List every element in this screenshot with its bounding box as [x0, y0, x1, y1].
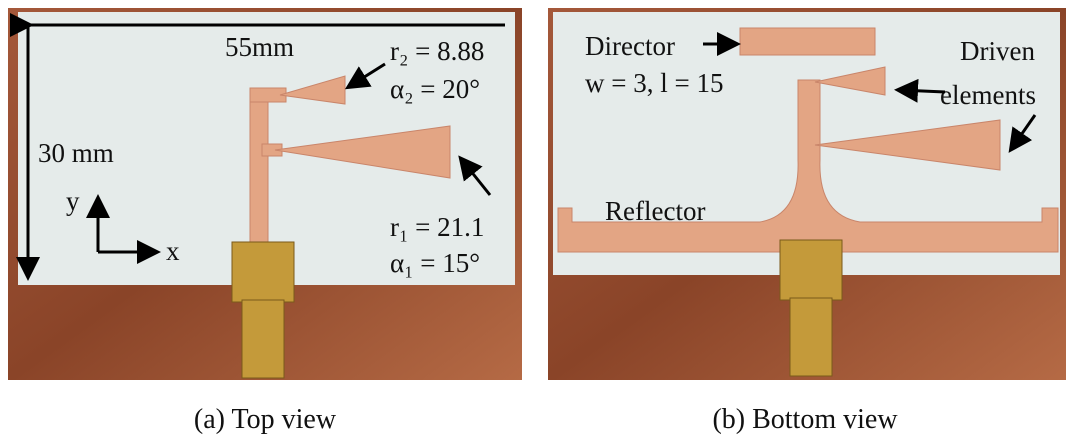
connector [232, 242, 294, 302]
figure: 55mm 30 mm r₂ = 8.88 α₂ = 20° r₁ = 21.1 … [0, 0, 1072, 441]
reflector-label: Reflector [605, 196, 705, 226]
connector [242, 300, 284, 378]
axis-x-label: x [166, 236, 180, 266]
arrow [900, 90, 945, 92]
director-label: Director [585, 31, 675, 61]
panel-bottom-view: Director w = 3, l = 15 Reflector Driven … [548, 8, 1066, 435]
height-label: 30 mm [38, 138, 114, 168]
r1-label: r₁ = 21.1 [390, 212, 484, 242]
alpha2-label: α₂ = 20° [390, 74, 480, 104]
director-size: w = 3, l = 15 [585, 68, 723, 98]
driven-label: Driven [960, 36, 1035, 66]
connector [790, 298, 832, 376]
director [740, 28, 875, 55]
caption: (a) Top view [194, 404, 337, 435]
alpha1-label: α₁ = 15° [390, 248, 480, 278]
driven-label: elements [940, 80, 1036, 110]
feed-line [250, 88, 268, 248]
caption: (b) Bottom view [712, 404, 898, 435]
width-label: 55mm [225, 32, 294, 62]
panel-top-view: 55mm 30 mm r₂ = 8.88 α₂ = 20° r₁ = 21.1 … [8, 8, 522, 435]
r2-label: r₂ = 8.88 [390, 36, 484, 66]
connector [780, 240, 842, 300]
axis-y-label: y [66, 186, 80, 216]
